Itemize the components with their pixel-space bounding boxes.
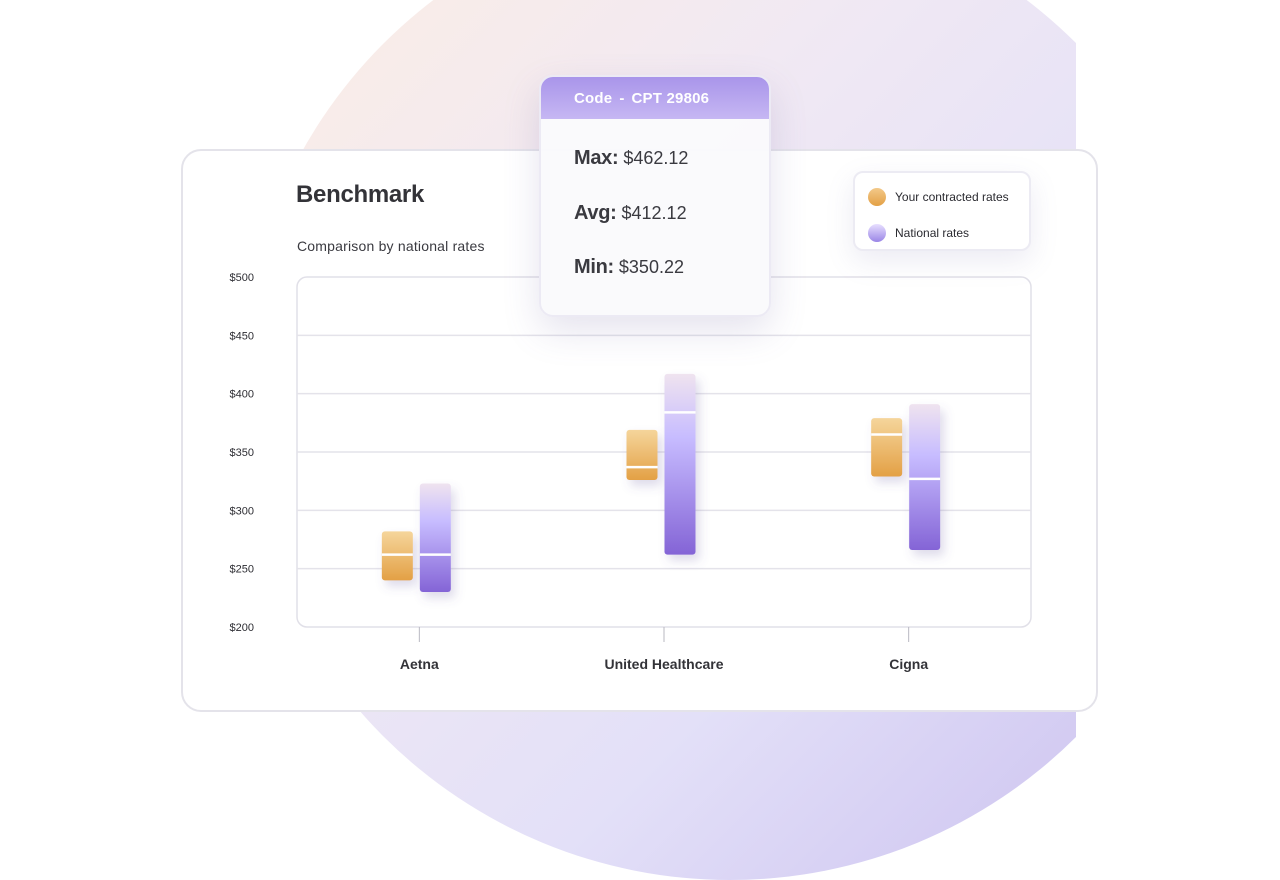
tooltip-separator: - [619, 89, 625, 107]
tooltip-min-label: Min: [574, 256, 614, 278]
tooltip-max-value: $462.12 [623, 148, 689, 168]
legend-label-national: National rates [895, 226, 970, 240]
benchmark-chart: $200 $250 $300 $350 $400 $450 $500 Aetna United … [230, 272, 1032, 672]
legend-label-contracted: Your contracted rates [895, 190, 1009, 204]
tooltip-code-value: CPT 29806 [631, 89, 710, 107]
x-tick-label: Cigna [889, 656, 928, 672]
tooltip-max-label: Max: [574, 147, 619, 169]
tooltip-avg-value: $412.12 [621, 203, 687, 223]
y-tick-label: $250 [230, 564, 254, 576]
tooltip-row-min: Min: $350.22 [574, 256, 684, 279]
chart-legend: Your contracted rates National rates [853, 171, 1031, 251]
y-tick-label: $300 [230, 505, 254, 517]
y-tick-label: $450 [230, 330, 254, 342]
y-tick-label: $400 [230, 389, 254, 401]
bar-national-aetna [419, 483, 451, 592]
bar-national-cigna [909, 404, 941, 550]
chart-subtitle: Comparison by national rates [297, 238, 485, 254]
legend-swatch-national [868, 224, 886, 242]
y-tick-label: $200 [230, 622, 254, 634]
bar-national-united-healthcare [664, 373, 696, 555]
legend-item-national[interactable]: National rates [868, 224, 969, 242]
tooltip-row-avg: Avg: $412.12 [574, 202, 687, 225]
tooltip-row-max: Max: $462.12 [574, 147, 688, 170]
tooltip-code-label: Code [574, 89, 613, 107]
chart-title: Benchmark [296, 181, 425, 208]
tooltip-header: Code - CPT 29806 [541, 77, 769, 119]
legend-item-contracted[interactable]: Your contracted rates [868, 188, 1009, 206]
rate-tooltip: Code - CPT 29806 Max: $462.12 Avg: $412.… [539, 75, 771, 317]
background-panel [1076, 0, 1280, 800]
x-tick-label: Aetna [400, 656, 439, 672]
y-tick-label: $500 [230, 272, 254, 284]
bar-contracted-cigna [871, 418, 903, 477]
legend-swatch-contracted [868, 188, 886, 206]
x-tick-label: United Healthcare [604, 656, 723, 672]
y-tick-label: $350 [230, 447, 254, 459]
tooltip-avg-label: Avg: [574, 202, 617, 224]
tooltip-min-value: $350.22 [618, 257, 684, 277]
bar-contracted-united-healthcare [626, 429, 658, 480]
